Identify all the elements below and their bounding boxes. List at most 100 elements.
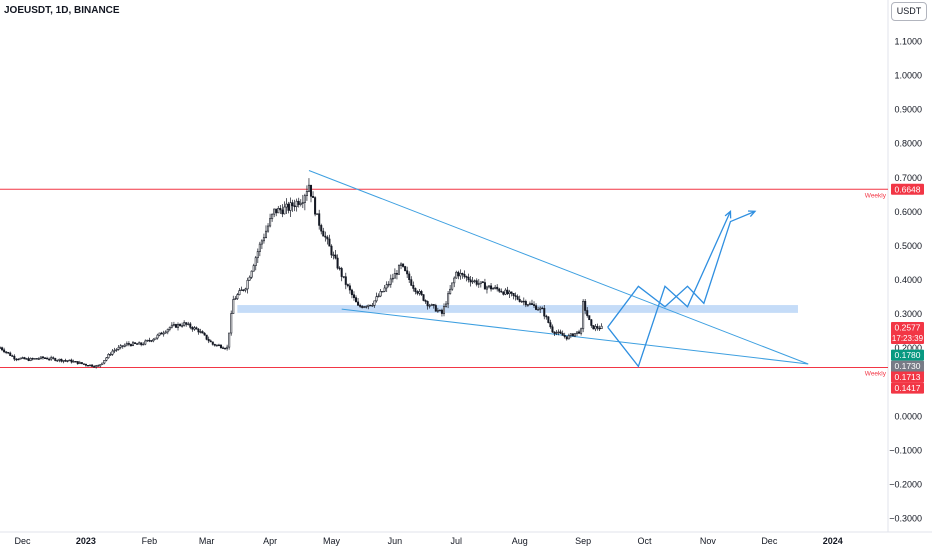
- candle-body: [436, 309, 439, 312]
- candle-body: [142, 343, 145, 346]
- candle-body: [64, 360, 67, 362]
- candle-body: [240, 289, 243, 291]
- candle-body: [66, 360, 69, 362]
- candle-body: [549, 322, 552, 328]
- candle-body: [197, 328, 200, 333]
- candle-body: [459, 273, 462, 277]
- price-badge-text: 0.1730: [895, 361, 921, 371]
- candle-body: [449, 288, 452, 295]
- candle-body: [500, 290, 503, 293]
- candle-body: [54, 358, 57, 361]
- candle-body: [430, 304, 433, 306]
- candle-body: [355, 297, 358, 303]
- candle-body: [23, 357, 26, 360]
- candle-body: [320, 225, 323, 232]
- y-tick-label: −0.1000: [889, 445, 922, 455]
- candle-body: [125, 343, 128, 346]
- candle-body: [267, 225, 270, 232]
- candle-body: [33, 358, 36, 360]
- candle-body: [78, 362, 81, 365]
- candle-body: [535, 305, 538, 310]
- candle-body: [97, 365, 100, 367]
- candle-body: [559, 331, 562, 334]
- candle-body: [199, 331, 202, 333]
- candle-body: [41, 356, 44, 359]
- x-tick-label: Sep: [575, 536, 591, 546]
- candle-body: [416, 291, 419, 294]
- candle-body: [158, 332, 161, 336]
- candle-body: [99, 364, 102, 367]
- candle-body: [275, 208, 278, 214]
- candle-body: [322, 230, 325, 237]
- candle-body: [395, 273, 398, 275]
- candle-body: [485, 286, 488, 290]
- candle-body: [451, 282, 454, 290]
- candle-body: [426, 301, 429, 307]
- candle-body: [389, 278, 392, 285]
- candle-body: [281, 209, 284, 215]
- candle-body: [271, 213, 274, 219]
- candle-body: [35, 358, 38, 360]
- candle-body: [285, 203, 288, 208]
- candle-body: [13, 355, 16, 360]
- candle-body: [269, 218, 272, 227]
- candle-body: [547, 316, 550, 323]
- candle-body: [127, 343, 130, 345]
- candle-body: [367, 304, 370, 307]
- candle-body: [299, 202, 302, 205]
- candle-body: [187, 323, 190, 325]
- candle-body: [201, 331, 204, 334]
- candle-body: [136, 343, 139, 345]
- candle-body: [89, 364, 92, 367]
- candle-body: [5, 351, 8, 353]
- candle-body: [170, 324, 173, 328]
- candle-body: [113, 349, 116, 352]
- candle-body: [211, 341, 214, 345]
- candle-body: [410, 279, 413, 286]
- candle-body: [74, 361, 77, 363]
- candle-body: [461, 273, 464, 275]
- candle-body: [397, 265, 401, 275]
- candle-body: [414, 288, 417, 292]
- currency-unit-button[interactable]: USDT: [891, 2, 927, 21]
- candle-body: [19, 357, 22, 360]
- candle-body: [412, 285, 415, 289]
- candle-body: [578, 331, 581, 334]
- candle-body: [492, 288, 495, 290]
- candle-body: [264, 230, 268, 238]
- candle-body: [91, 364, 94, 367]
- candle-body: [328, 238, 331, 247]
- candle-body: [590, 319, 593, 326]
- candle-body: [514, 295, 517, 297]
- candle-body: [467, 276, 470, 281]
- candle-body: [551, 326, 554, 333]
- candle-body: [312, 195, 315, 198]
- candle-body: [181, 325, 184, 327]
- candle-body: [179, 324, 182, 326]
- candle-body: [232, 299, 235, 314]
- candle-body: [293, 205, 296, 208]
- candle-body: [62, 360, 65, 362]
- candle-body: [463, 274, 466, 277]
- candle-body: [39, 356, 42, 359]
- candle-body: [481, 281, 484, 283]
- candle-body: [72, 361, 75, 363]
- candle-body: [487, 285, 491, 288]
- candle-body: [434, 305, 437, 312]
- candle-body: [82, 363, 85, 365]
- candle-body: [295, 200, 298, 208]
- candle-body: [465, 276, 468, 278]
- symbol-title[interactable]: JOEUSDT, 1D, BINANCE: [4, 5, 120, 16]
- candle-body: [46, 357, 49, 360]
- candle-body: [226, 346, 229, 349]
- candle-body: [442, 306, 446, 314]
- candle-body: [596, 326, 599, 329]
- candle-body: [58, 358, 61, 361]
- candle-body: [479, 281, 482, 284]
- candle-body: [209, 340, 212, 343]
- weekly-level-label: Weekly: [865, 371, 887, 378]
- candle-body: [260, 240, 263, 245]
- candle-body: [168, 326, 171, 330]
- candle-body: [15, 358, 18, 361]
